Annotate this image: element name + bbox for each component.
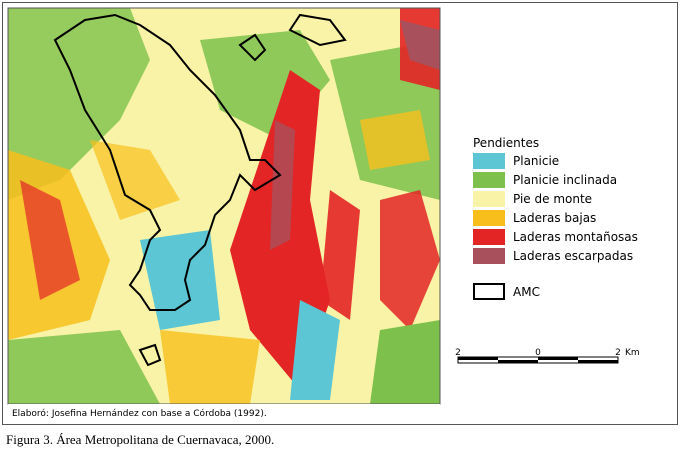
- legend-swatch: [473, 229, 505, 245]
- scale-bar: [457, 356, 619, 364]
- legend-swatch: [473, 172, 505, 188]
- legend-swatch: [473, 210, 505, 226]
- legend-label: Laderas montañosas: [513, 230, 638, 244]
- legend-label: Laderas bajas: [513, 211, 596, 225]
- legend-label: Planicie: [513, 154, 559, 168]
- legend-label: Planicie inclinada: [513, 173, 617, 187]
- legend-swatch: [473, 248, 505, 264]
- credit: Elaboró: Josefina Hernández con base a C…: [12, 408, 267, 419]
- scale-label: 2: [455, 348, 461, 358]
- scale-unit: Km: [625, 348, 640, 358]
- scale-label: 0: [535, 348, 541, 358]
- map: [7, 7, 441, 405]
- boundary-swatch: [473, 283, 505, 300]
- legend-swatch: [473, 153, 505, 169]
- credit-bg: [8, 404, 440, 421]
- boundary-label: AMC: [513, 285, 540, 299]
- legend-title: Pendientes: [473, 136, 539, 150]
- scale-label: 2: [615, 348, 621, 358]
- legend-label: Laderas escarpadas: [513, 249, 633, 263]
- caption: Figura 3. Área Metropolitana de Cuernava…: [6, 432, 274, 447]
- legend-swatch: [473, 191, 505, 207]
- legend: Planicie Planicie inclinada Pie de monte La…: [473, 153, 638, 264]
- legend-label: Pie de monte: [513, 192, 592, 206]
